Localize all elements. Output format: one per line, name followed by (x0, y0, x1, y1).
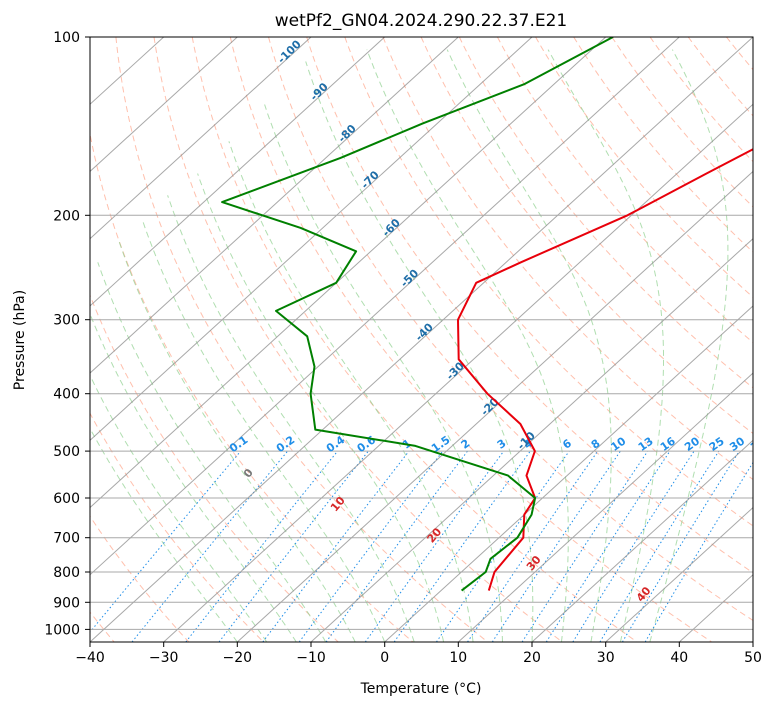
y-tick-label: 200 (53, 208, 80, 224)
mixing-ratio-line (468, 451, 598, 642)
mixing-ratio-line (492, 451, 620, 642)
dry-adiabat-line (497, 37, 775, 642)
dry-adiabat-line (726, 37, 775, 642)
dry-adiabat-line (650, 37, 775, 642)
mixing-ratio-line (299, 451, 443, 642)
mixing-ratio-label: 2 (459, 437, 473, 452)
dry-adiabat-line (536, 37, 775, 642)
isotherm-label: -80 (336, 122, 359, 145)
dry-adiabat-line (1, 37, 263, 642)
x-tick-label: 0 (380, 650, 389, 666)
isotherm-label: -60 (380, 216, 403, 239)
y-tick-label: 900 (53, 595, 80, 611)
dry-adiabat-line (765, 37, 775, 642)
moist-adiabat-line (143, 222, 385, 642)
isotherm-line (0, 37, 606, 642)
dry-adiabat-line (345, 37, 775, 642)
moist-adiabat-line (265, 105, 503, 643)
y-tick-label: 600 (53, 491, 80, 507)
isotherm-label: -30 (444, 359, 467, 382)
isotherm-line (0, 37, 237, 642)
mixing-ratio-label: 8 (589, 437, 603, 452)
y-tick-label: 300 (53, 313, 80, 329)
x-tick-label: 50 (744, 650, 762, 666)
isotherm-line (164, 37, 775, 642)
mixing-ratio-line (436, 451, 569, 642)
mixing-ratio-line (365, 451, 503, 642)
x-tick-label: −30 (149, 650, 179, 666)
mixing-ratio-line (573, 451, 694, 642)
y-tick-label: 800 (53, 565, 80, 581)
x-tick-label: 10 (449, 650, 467, 666)
mixing-ratio-line (600, 451, 719, 642)
x-tick-label: 20 (523, 650, 541, 666)
mixing-ratio-label: 0.4 (324, 433, 348, 455)
dry-adiabat-label: 0 (241, 466, 256, 480)
mixing-ratio-line (219, 451, 368, 642)
moist-adiabat-line (58, 297, 267, 642)
y-tick-label: 500 (53, 444, 80, 460)
moist-adiabat-line (367, 50, 569, 642)
x-tick-label: 40 (670, 650, 688, 666)
mixing-ratio-label: 0.2 (274, 433, 297, 455)
isotherm-line (753, 37, 775, 642)
dry-adiabat-line (78, 37, 413, 642)
mixing-ratio-line (263, 451, 409, 642)
dry-adiabat-line (688, 37, 775, 642)
mixing-ratio-label: 6 (560, 437, 574, 452)
dry-adiabat-label: 30 (524, 553, 544, 573)
isotherm-label: -70 (359, 168, 382, 191)
x-axis-label: Temperature (°C) (360, 681, 482, 697)
y-tick-label: 700 (53, 531, 80, 547)
y-tick-label: 400 (53, 387, 80, 403)
x-tick-label: −10 (296, 650, 326, 666)
moist-adiabat-line (40, 315, 237, 642)
moist-adiabat-line (168, 195, 415, 642)
dewpoint-trace (222, 37, 613, 591)
y-axis-label: Pressure (hPa) (12, 290, 28, 390)
dry-adiabat-label: 10 (328, 494, 348, 514)
mixing-ratio-line (132, 451, 288, 642)
isotherm-line (0, 37, 385, 642)
x-tick-label: 30 (597, 650, 615, 666)
dry-adiabat-line (612, 37, 775, 642)
mixing-ratio-line (622, 451, 739, 642)
y-tick-label: 100 (53, 30, 80, 46)
y-tick-label: 1000 (44, 622, 80, 638)
mixing-ratio-line (546, 451, 670, 642)
mixing-ratio-line (326, 451, 467, 642)
mixing-ratio-label: 0.1 (227, 433, 250, 455)
isotherm-label: -100 (275, 37, 304, 66)
x-tick-label: −20 (223, 650, 253, 666)
mixing-ratio-line (82, 451, 241, 642)
x-tick-label: −40 (75, 650, 105, 666)
chart-title: wetPf2_GN04.2024.290.22.37.E21 (275, 11, 567, 31)
moist-adiabat-line (306, 62, 533, 643)
moist-adiabat-line (78, 283, 296, 642)
mixing-ratio-label: 3 (495, 437, 509, 452)
isotherm-line (0, 37, 458, 642)
isotherm-label: -90 (308, 80, 331, 103)
isotherm-line (0, 37, 311, 642)
moist-adiabat-line (447, 50, 611, 642)
isotherm-label: -50 (398, 267, 421, 290)
